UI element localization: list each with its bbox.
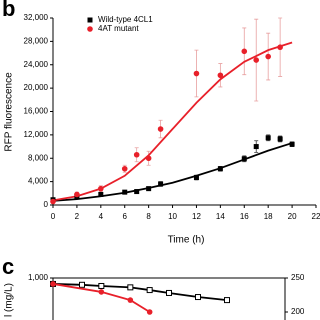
x-tick-label: 8 [146,212,151,221]
fit-curve [52,41,293,202]
data-point [133,151,140,158]
data-point [224,297,230,304]
x-tick-label: 20 [288,212,297,221]
data-point [166,289,172,296]
panel-label: c [2,254,14,279]
data-point [146,186,152,192]
data-point [121,165,128,172]
data-point [193,175,199,181]
y-axis-title: RFP fluorescence [4,72,15,152]
y-tick-label: 20,000 [24,83,49,92]
fit-curve [52,142,293,202]
x-axis-title: Time (h) [168,235,205,246]
x-tick-label: 12 [192,212,201,221]
y-tick-label: 0 [44,200,49,209]
data-point [145,155,152,162]
x-tick-label: 6 [123,212,128,221]
data-point [127,297,134,303]
y-tick-label: 24,000 [24,60,49,69]
data-point [253,144,259,150]
legend-label: 4AT mutant [98,24,139,33]
y-tick-label: 32,000 [24,13,49,22]
data-point [74,191,80,198]
x-tick-label: 18 [264,212,273,221]
data-point [79,281,85,288]
x-tick-label: 14 [216,212,225,221]
data-point [253,57,260,63]
data-point [98,282,105,289]
data-line [52,283,228,301]
legend-marker [87,26,93,32]
data-point [146,309,153,315]
legend-marker [87,17,93,23]
data-point [265,53,271,60]
panel-label: b [2,0,15,21]
data-point [289,141,295,147]
y-tick-label: 8,000 [28,153,49,162]
y-tick-label: 4,000 [28,177,49,186]
data-point [134,189,140,195]
data-point [217,166,223,172]
x-tick-label: 16 [240,212,249,221]
data-point [157,126,164,132]
data-point [50,198,56,205]
data-point [158,181,164,187]
y2-tick-label: 200 [291,307,305,316]
y2-tick-label: 250 [291,273,305,282]
y-tick-label: 12,000 [24,130,49,139]
data-point [277,136,283,142]
data-point [241,48,248,55]
data-line [52,283,151,313]
x-tick-label: 22 [312,212,320,221]
y-tick-label: 28,000 [24,36,49,45]
data-point [50,281,56,287]
data-point [195,294,201,301]
legend-label: Wild-type 4CL1 [98,15,153,24]
data-point [193,70,200,77]
y-tick-label: 1,000 [28,273,49,282]
x-tick-label: 0 [51,212,56,221]
data-point [127,284,134,291]
data-point [277,44,283,51]
y-axis-title: l (mg/L) [4,283,15,317]
x-tick-label: 10 [168,212,177,221]
y-tick-label: 16,000 [24,107,49,116]
x-tick-label: 4 [99,212,104,221]
data-point [146,287,153,294]
data-point [98,289,105,295]
data-point [217,72,224,79]
data-point [265,135,271,141]
data-point [241,156,247,162]
data-point [122,189,128,195]
data-point [98,191,104,197]
x-tick-label: 2 [75,212,80,221]
data-point [98,185,104,192]
